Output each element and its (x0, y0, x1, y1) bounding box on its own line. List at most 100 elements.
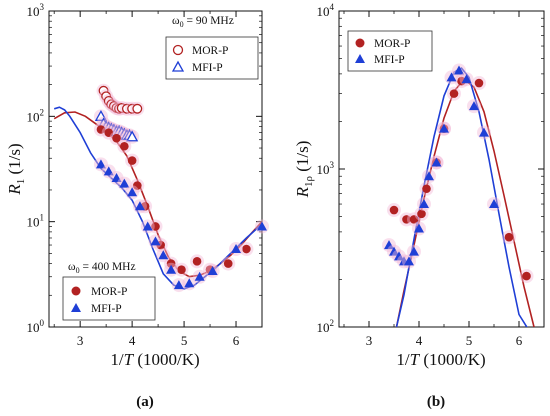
legend-open-circle-icon (172, 44, 184, 56)
data-point-mfi-p (184, 278, 195, 288)
y-axis-label-b: R1ρ (1/s) (293, 141, 315, 199)
data-point-mor-p (120, 141, 129, 151)
data-point-mor-p (522, 271, 531, 281)
data-point-mor-p (457, 76, 466, 86)
data-point-mfi-p (424, 171, 434, 181)
x-tick-label: 6 (516, 333, 523, 348)
y-tick-label: 100 (27, 318, 45, 335)
y-tick-label: 101 (27, 213, 45, 230)
x-tick-label: 5 (466, 333, 473, 348)
data-point-mor-p (133, 181, 142, 190)
legend-open-triangle-icon (171, 60, 185, 72)
data-point-mor-p (132, 103, 143, 114)
data-point-mor-p (223, 259, 233, 268)
y-tick-label: 103 (27, 2, 45, 19)
fit-line-mor-p-fit (53, 111, 262, 278)
x-tick-label: 3 (366, 333, 373, 348)
data-points-a (93, 83, 269, 293)
data-point-mor-p (504, 232, 514, 242)
legend-bottom-a: MOR-P MFI-P (62, 276, 156, 321)
data-point-mor-p (96, 125, 106, 134)
legend-label: MOR-P (192, 45, 228, 57)
data-point-mor-p (127, 156, 137, 165)
data-point-mfi-p (419, 199, 429, 209)
data-point-mor-p (409, 215, 419, 224)
data-point-mfi-p (439, 123, 449, 133)
x-tick-label: 4 (416, 333, 423, 348)
data-point-mfi-p (431, 157, 442, 167)
legend-label: MOR-P (91, 286, 127, 298)
legend-label: MFI-P (91, 303, 122, 315)
data-point-mfi-p (142, 221, 153, 231)
x-tick-label: 6 (233, 333, 240, 348)
y-tick-label: 102 (317, 318, 335, 335)
data-point-mor-p (242, 244, 251, 254)
data-point-mfi-p (404, 256, 414, 266)
panel-label-b: (b) (427, 394, 445, 410)
data-point-mfi-p (479, 127, 489, 137)
data-point-mfi-p (111, 172, 122, 182)
legend-label: MOR-P (374, 38, 410, 50)
y-tick-label: 103 (317, 160, 335, 177)
data-point-mor-p (151, 222, 160, 231)
data-point-mor-p (112, 133, 121, 143)
data-point-mfi-p (461, 74, 472, 84)
ticks-b: 3 4 5 6 102 103 104 (317, 2, 545, 348)
x-axis-label-b: 1/T (1000/K) (396, 350, 485, 369)
data-point-mor-p (474, 78, 484, 88)
data-point-mfi-p (257, 221, 267, 231)
data-point-mfi-p (409, 246, 419, 256)
data-point-mfi-p (150, 236, 161, 246)
data-point-mfi-p (194, 271, 205, 281)
data-point-mor-p (449, 89, 459, 98)
y-tick-label: 102 (27, 107, 45, 124)
data-point-mfi-p (95, 159, 106, 169)
data-point-mfi-p (103, 166, 114, 176)
data-point-mfi-p (173, 280, 184, 290)
data-point-mfi-p (384, 240, 394, 250)
data-point-mor-p (192, 257, 202, 266)
data-point-mfi-p (127, 187, 138, 197)
data-point-mfi-p (166, 264, 177, 274)
data-point-mor-p (104, 128, 114, 137)
panel-a: 3 4 5 6 100 101 102 103 R1 (1/s) 1/T (1000/K) ω… (5, 2, 269, 410)
x-tick-label: 3 (77, 333, 84, 348)
x-axis-label-a: 1/T (1000/K) (110, 350, 199, 369)
data-point-mfi-p (414, 223, 424, 233)
data-point-mor-p (417, 209, 426, 219)
data-point-mor-p (422, 184, 431, 194)
y-tick-label: 104 (317, 2, 335, 19)
legend-b: MOR-P MFI-P (347, 30, 433, 72)
data-point-mor-p (177, 265, 186, 274)
legend-filled-circle-icon (355, 38, 365, 48)
data-point-mfi-p (389, 246, 399, 256)
data-point-mfi-p (231, 244, 242, 254)
data-point-mor-p (166, 259, 176, 268)
data-point-mfi-p (158, 250, 169, 260)
data-point-mfi-p (394, 251, 404, 261)
fit-lines-a (53, 106, 262, 290)
data-points-b (382, 63, 534, 284)
frequency-annotation-90: ω0 = 90 MHz (172, 15, 234, 29)
data-point-mfi-p (454, 65, 464, 75)
legend-filled-triangle-icon (355, 54, 365, 63)
legend-filled-triangle-icon (71, 303, 81, 312)
data-point-mfi-p (489, 199, 499, 209)
legend-label: MFI-P (374, 54, 405, 66)
frequency-annotation-400: ω0 = 400 MHz (68, 261, 136, 275)
y-axis-label-a: R1 (1/s) (5, 143, 27, 195)
data-point-mor-p (402, 215, 411, 224)
panel-label-a: (a) (136, 394, 154, 410)
panel-b: 3 4 5 6 102 103 104 R1ρ (1/s) 1/T (1000/K) MOR… (293, 2, 545, 410)
data-point-mfi-p (446, 72, 457, 82)
data-point-mfi-p (134, 201, 145, 211)
x-tick-label: 5 (181, 333, 188, 348)
data-point-mfi-p (469, 101, 479, 111)
legend-label: MFI-P (192, 62, 223, 74)
legend-filled-circle-icon (71, 286, 81, 296)
data-point-mfi-p (119, 178, 130, 188)
ticks-a: 3 4 5 6 100 101 102 103 (27, 2, 263, 348)
legend-top-a: MOR-P MFI-P (165, 36, 259, 80)
data-point-mfi-p (207, 266, 218, 276)
